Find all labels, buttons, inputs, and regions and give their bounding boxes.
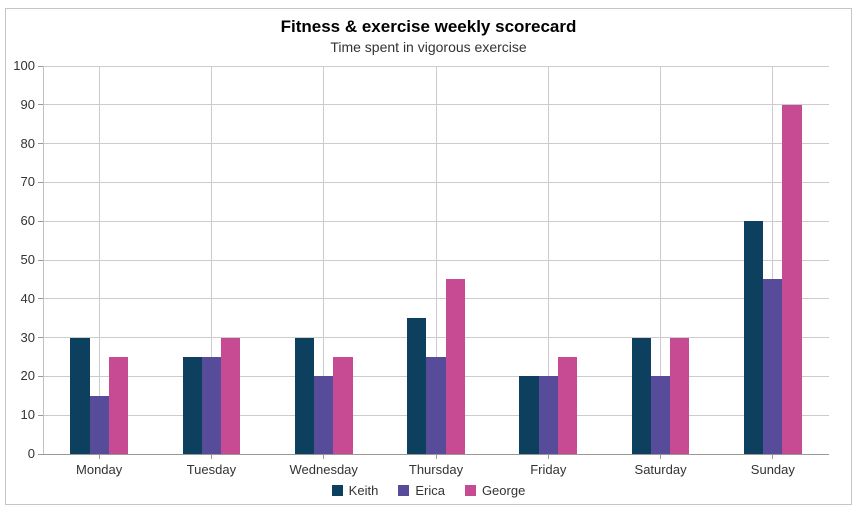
bar-george-saturday [670,337,690,454]
bar-keith-wednesday [294,337,315,454]
y-axis-tick [38,337,43,339]
bar-keith-thursday [407,318,427,454]
y-axis-tick [38,220,43,222]
bar-george-wednesday [333,357,353,454]
y-axis-label: 40 [20,290,35,306]
gridline-vertical [210,66,212,454]
bar-george-thursday [445,279,465,454]
chart-container: Fitness & exercise weekly scorecard Time… [5,8,852,505]
y-axis-tick [38,298,43,300]
y-axis-label: 0 [27,446,35,461]
y-axis-line [43,66,44,454]
x-axis-label: Saturday [634,462,687,477]
legend-swatch-erica [398,484,410,496]
gridline-vertical [435,66,437,454]
legend-swatch-keith [331,484,343,496]
bar-erica-sunday [763,279,783,454]
legend-swatch-george [464,484,476,496]
y-axis-label: 100 [13,58,35,73]
gridline-vertical [547,66,549,454]
y-axis-tick [38,259,43,261]
x-axis-label: Sunday [750,462,795,477]
y-axis-tick [38,143,43,145]
x-axis-label: Friday [530,462,567,477]
x-axis-label: Wednesday [289,462,358,477]
chart-subtitle: Time spent in vigorous exercise [330,39,527,55]
chart-title: Fitness & exercise weekly scorecard [280,17,577,36]
legend-label: Erica [415,482,445,498]
y-axis-tick [38,181,43,183]
bar-keith-monday [70,337,90,454]
x-axis-tick [435,454,437,459]
y-axis-tick [38,453,43,455]
y-axis-label: 70 [20,174,35,190]
legend-item-keith[interactable]: Keith [331,482,379,498]
y-axis-label: 20 [20,368,35,384]
legend-label: George [481,482,526,498]
bar-erica-wednesday [314,376,334,454]
bar-george-monday [108,357,128,454]
x-axis-label: Monday [76,462,123,477]
bar-keith-sunday [744,221,764,454]
x-axis-tick [323,454,325,459]
x-axis-label: Tuesday [186,462,237,477]
legend-label: Keith [348,482,379,498]
x-axis-line [43,454,829,455]
bar-erica-monday [89,395,109,454]
x-axis-tick [547,454,549,459]
gridline-vertical [660,66,662,454]
y-axis-tick [38,104,43,106]
bar-keith-tuesday [182,357,202,454]
x-axis-tick [772,454,774,459]
bar-george-friday [557,357,578,454]
gridline-vertical [323,66,325,454]
x-axis-label: Thursday [408,462,464,477]
y-axis-label: 30 [20,329,35,345]
y-axis-label: 90 [20,96,35,112]
plot-area: 0 10 20 30 40 50 60 70 80 90 100 Monday Tuesday Wedne… [13,59,829,477]
bar-george-tuesday [221,337,241,454]
x-axis-tick [98,454,100,459]
y-axis-label: 60 [20,213,35,229]
y-axis-tick [38,375,43,377]
bar-erica-tuesday [201,357,222,454]
bar-keith-saturday [631,337,651,454]
bar-erica-saturday [650,376,671,454]
gridline-vertical [98,66,100,454]
legend: Keith Erica George [6,481,851,499]
y-axis-label: 80 [20,135,35,151]
bar-erica-thursday [426,357,446,454]
gridline-vertical [772,66,774,454]
legend-item-george[interactable]: George [464,482,526,498]
y-axis-label: 50 [20,252,35,267]
bar-george-sunday [782,104,802,454]
y-axis-tick [38,65,43,67]
x-axis-tick [210,454,212,459]
legend-item-erica[interactable]: Erica [398,483,445,498]
bar-erica-friday [538,376,558,454]
bar-keith-friday [519,376,539,454]
y-axis-tick [38,414,43,416]
y-axis-label: 10 [20,407,35,423]
x-axis-tick [660,454,662,459]
